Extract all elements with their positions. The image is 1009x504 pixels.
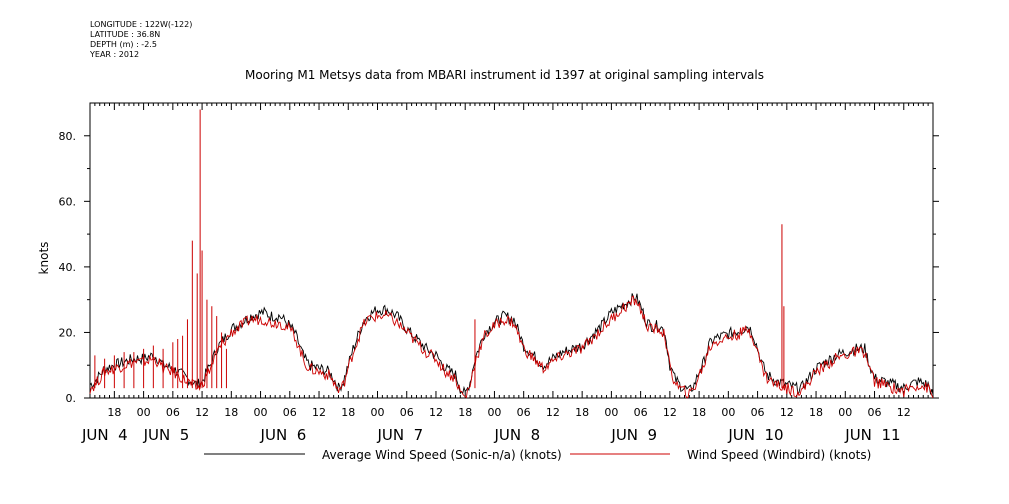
legend-label-windbird: Wind Speed (Windbird) (knots) — [687, 448, 871, 462]
x-tick-label: 12 — [429, 406, 443, 419]
x-tick-label: 18 — [224, 406, 238, 419]
day-label: JUN 6 — [260, 426, 307, 444]
latitude-text: LATITUDE : 36.8N — [90, 30, 161, 39]
series-line-1 — [89, 295, 934, 399]
x-tick-label: 06 — [400, 406, 414, 419]
longitude-text: LONGITUDE : 122W(-122) — [90, 20, 193, 29]
day-label: JUN 5 — [143, 426, 190, 444]
y-tick-label: 20. — [59, 326, 77, 339]
x-tick-label: 12 — [897, 406, 911, 419]
x-tick-label: 00 — [838, 406, 852, 419]
x-tick-label: 06 — [634, 406, 648, 419]
x-tick-label: 12 — [780, 406, 794, 419]
x-tick-label: 12 — [546, 406, 560, 419]
day-label: JUN 8 — [493, 426, 540, 444]
legend-label-average: Average Wind Speed (Sonic-n/a) (knots) — [322, 448, 562, 462]
x-tick-label: 00 — [137, 406, 151, 419]
x-tick-label: 12 — [312, 406, 326, 419]
x-tick-label: 00 — [721, 406, 735, 419]
y-axis-label: knots — [37, 242, 51, 275]
x-tick-label: 06 — [166, 406, 180, 419]
x-tick-label: 12 — [663, 406, 677, 419]
y-tick-label: 40. — [59, 261, 77, 274]
x-tick-label: 06 — [283, 406, 297, 419]
x-tick-label: 00 — [487, 406, 501, 419]
x-tick-label: 06 — [517, 406, 531, 419]
day-label: JUN 11 — [844, 426, 900, 444]
day-label: JUN 7 — [376, 426, 423, 444]
x-tick-label: 18 — [107, 406, 121, 419]
year-text: YEAR : 2012 — [90, 50, 140, 59]
x-tick-label: 18 — [809, 406, 823, 419]
x-tick-label: 18 — [575, 406, 589, 419]
plot-frame — [89, 102, 934, 399]
metadata-block: LONGITUDE : 122W(-122) LATITUDE : 36.8N … — [90, 20, 192, 60]
x-tick-label: 18 — [692, 406, 706, 419]
x-tick-label: 00 — [254, 406, 268, 419]
y-tick-label: 0. — [66, 392, 77, 405]
day-label: JUN 4 — [81, 426, 128, 444]
y-tick-label: 80. — [59, 130, 77, 143]
y-tick-label: 60. — [59, 195, 77, 208]
x-tick-label: 18 — [341, 406, 355, 419]
day-label: JUN 10 — [727, 426, 783, 444]
chart-title: Mooring M1 Metsys data from MBARI instru… — [245, 68, 764, 82]
x-tick-label: 18 — [458, 406, 472, 419]
x-tick-label: 06 — [751, 406, 765, 419]
day-label: JUN 9 — [610, 426, 657, 444]
x-tick-label: 06 — [868, 406, 882, 419]
x-tick-label: 00 — [370, 406, 384, 419]
depth-text: DEPTH (m) : -2.5 — [90, 40, 157, 49]
x-tick-label: 12 — [195, 406, 209, 419]
x-tick-label: 00 — [604, 406, 618, 419]
